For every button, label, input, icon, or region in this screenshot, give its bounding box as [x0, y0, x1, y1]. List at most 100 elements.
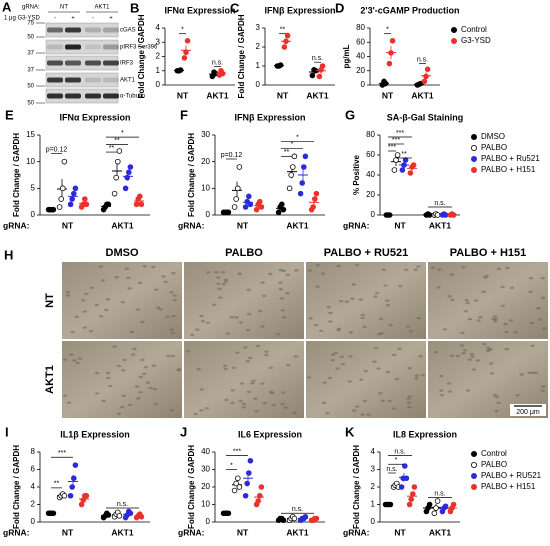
y-tick-label: 4: [156, 23, 161, 32]
cell: [216, 276, 221, 279]
cell: [330, 359, 335, 362]
cell: [439, 393, 445, 397]
cell: [344, 300, 350, 303]
cell: [407, 367, 413, 370]
data-point: [138, 201, 145, 208]
x-tick-label: NT: [177, 90, 189, 100]
cell: [373, 295, 378, 298]
band: [85, 27, 101, 33]
cell: [542, 327, 547, 330]
cell: [492, 314, 498, 318]
y-tick-label: 4: [371, 447, 376, 456]
cell: [519, 373, 524, 376]
cell: [89, 286, 94, 289]
cell: [464, 298, 469, 302]
cell: [348, 331, 354, 334]
cell: [94, 392, 100, 395]
data-point: [124, 174, 130, 181]
significance-label: **: [401, 151, 407, 158]
cell: [280, 402, 285, 406]
cell: [437, 268, 442, 271]
significance-label: **: [54, 481, 60, 488]
cell: [492, 393, 498, 397]
cell: [318, 329, 324, 333]
significance-label: **: [284, 149, 290, 156]
cell: [245, 329, 251, 332]
significance-label: n.s.: [386, 466, 397, 473]
cell: [350, 297, 355, 301]
cell: [153, 403, 158, 406]
cell: [465, 301, 470, 305]
y-tick-label: 30: [201, 465, 210, 474]
cell: [485, 349, 491, 353]
y-tick-label: 10: [26, 157, 35, 166]
cell: [77, 357, 83, 360]
data-point: [71, 190, 77, 197]
cell: [88, 329, 94, 333]
x-tick-label: AKT1: [286, 220, 308, 230]
cell: [493, 320, 498, 323]
data-point: [300, 164, 307, 170]
cell: [482, 342, 487, 346]
data-point: [235, 475, 241, 482]
cell: [271, 403, 277, 407]
y-tick-label: 1: [256, 61, 261, 70]
chart-title: IL8 Expression: [393, 429, 457, 439]
y-tick-label: 0: [206, 517, 211, 526]
row-label: gRNA:: [178, 220, 205, 230]
data-point: [50, 510, 57, 517]
cell: [354, 263, 360, 267]
y-tick-label: 60: [366, 150, 375, 159]
legend-marker: [470, 166, 477, 173]
panel-letter: H: [4, 247, 13, 262]
cell: [151, 265, 156, 269]
cell: [217, 287, 222, 291]
cell: [128, 403, 133, 407]
cell: [540, 389, 546, 392]
cell: [387, 399, 393, 402]
cell: [314, 323, 319, 327]
cell: [467, 358, 472, 361]
cell: [185, 350, 191, 353]
cell: [281, 391, 286, 394]
cell: [405, 325, 411, 328]
cell: [169, 291, 174, 294]
cell: [223, 367, 228, 371]
cell: [98, 315, 104, 318]
data-point: [184, 38, 191, 44]
band: [47, 27, 63, 33]
legend-label: G3-YSD: [461, 36, 491, 45]
x-tick-label: AKT1: [111, 527, 133, 537]
legend-marker: [470, 461, 477, 468]
cell: [262, 294, 267, 298]
band: [85, 60, 101, 66]
data-point: [177, 67, 184, 73]
y-axis-label: Fold Change / GAPDH: [12, 445, 21, 529]
data-point: [236, 484, 243, 490]
data-point: [233, 196, 240, 202]
data-point: [242, 204, 249, 210]
x-tick-label: NT: [277, 90, 289, 100]
cell: [388, 323, 394, 327]
y-tick-label: 20: [366, 190, 375, 199]
cell: [505, 266, 510, 270]
cell: [225, 332, 230, 335]
data-point: [113, 174, 119, 181]
data-point: [67, 201, 74, 208]
cell: [513, 331, 518, 334]
lane-sign: -: [54, 16, 56, 22]
cell: [268, 272, 273, 276]
chart-title: SA-β-Gal Staining: [387, 112, 464, 122]
cell: [322, 381, 327, 384]
cell: [460, 331, 465, 335]
cell: [98, 265, 103, 268]
data-point: [399, 167, 406, 173]
cell: [471, 368, 477, 371]
data-point: [401, 463, 408, 469]
x-tick-label: NT: [382, 90, 394, 100]
cell: [360, 313, 366, 317]
data-point: [403, 475, 410, 482]
cell: [148, 386, 153, 390]
group-label: AKT1: [94, 5, 110, 11]
data-point: [280, 206, 287, 213]
